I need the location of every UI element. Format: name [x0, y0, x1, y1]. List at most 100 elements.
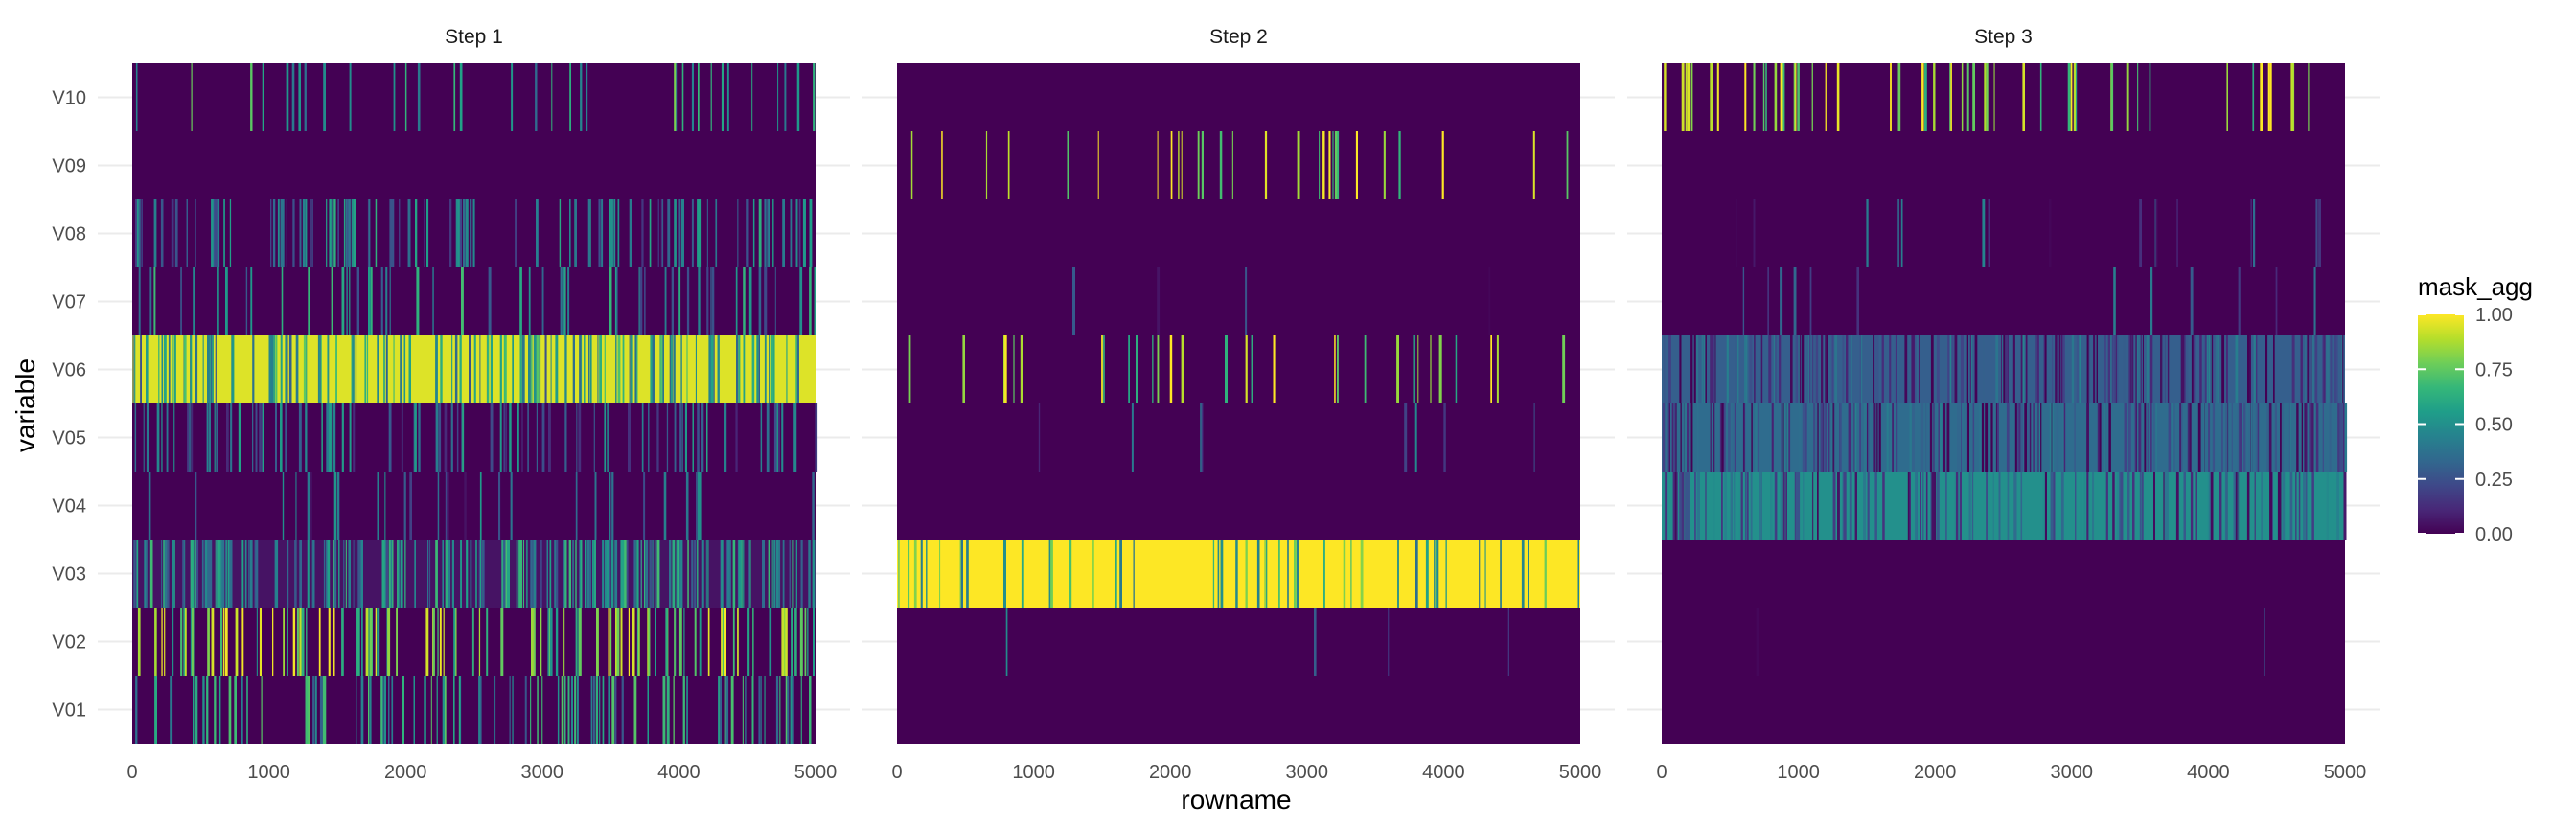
heatmap-cell: [193, 676, 195, 744]
heatmap-cell: [1225, 335, 1228, 403]
heatmap-cell: [375, 199, 378, 267]
heatmap-cell: [1894, 335, 1896, 403]
heatmap-cell: [1668, 403, 1670, 472]
heatmap-cell: [717, 335, 720, 403]
heatmap-cell: [348, 540, 351, 608]
heatmap-cell: [985, 131, 988, 199]
heatmap-cell: [1947, 335, 1950, 403]
heatmap-cell: [173, 403, 175, 472]
heatmap-cell: [1960, 335, 1964, 403]
y-tick-label: V06: [52, 360, 86, 381]
heatmap-cell: [195, 472, 197, 540]
heatmap-cell: [218, 676, 221, 744]
heatmap-cell: [1967, 403, 1969, 472]
heatmap-cell: [564, 335, 567, 403]
heatmap-tile: [897, 403, 1580, 472]
heatmap-cell: [503, 403, 506, 472]
heatmap-cell: [1998, 472, 2001, 540]
heatmap-cell: [636, 540, 639, 608]
heatmap-cell: [1920, 403, 1924, 472]
heatmap-cell: [235, 608, 239, 676]
heatmap-cell: [196, 676, 198, 744]
heatmap-cell: [183, 608, 186, 676]
heatmap-cell: [383, 335, 385, 403]
heatmap-cell: [294, 540, 297, 608]
heatmap-cell: [250, 267, 253, 335]
heatmap-cell: [349, 403, 352, 472]
heatmap-cell: [426, 199, 429, 267]
heatmap-cell: [481, 540, 483, 608]
heatmap-cell: [2058, 335, 2061, 403]
heatmap-cell: [400, 540, 403, 608]
heatmap-cell: [770, 335, 774, 403]
heatmap-cell: [511, 63, 514, 131]
heatmap-cell: [615, 608, 618, 676]
heatmap-cell: [321, 403, 323, 472]
heatmap-cell: [519, 267, 522, 335]
heatmap-cell: [2076, 335, 2080, 403]
heatmap-cell: [615, 335, 617, 403]
heatmap-cell: [1886, 403, 1889, 472]
heatmap-cell: [1337, 335, 1339, 403]
heatmap-cell: [779, 676, 781, 744]
heatmap-cell: [1743, 403, 1745, 472]
heatmap-cell: [1744, 472, 1747, 540]
heatmap-cell: [629, 199, 632, 267]
heatmap-cell: [403, 472, 406, 540]
heatmap-cell: [1846, 335, 1849, 403]
heatmap-cell: [1484, 540, 1486, 608]
heatmap-cell: [764, 267, 767, 335]
heatmap-cell: [675, 608, 677, 676]
heatmap-cell: [732, 608, 735, 676]
heatmap-cell: [648, 403, 650, 472]
heatmap-cell: [1950, 63, 1952, 131]
heatmap-cell: [1910, 403, 1912, 472]
heatmap-cell: [478, 540, 480, 608]
heatmap-cell: [609, 540, 611, 608]
heatmap-cell: [1697, 472, 1700, 540]
heatmap-cell: [1672, 472, 1675, 540]
heatmap-cell: [401, 403, 403, 472]
heatmap-cell: [172, 335, 173, 403]
heatmap-cell: [1798, 472, 1801, 540]
heatmap-cell: [407, 199, 409, 267]
heatmap-cell: [291, 63, 295, 131]
heatmap-cell: [2209, 472, 2213, 540]
heatmap-cell: [195, 335, 198, 403]
heatmap-cell: [2315, 199, 2318, 267]
heatmap-cell: [2139, 472, 2142, 540]
heatmap-cell: [190, 335, 193, 403]
heatmap-cell: [333, 403, 336, 472]
heatmap-cell: [772, 199, 774, 267]
heatmap-cell: [390, 540, 393, 608]
heatmap-cell: [802, 199, 806, 267]
heatmap-cell: [1430, 335, 1432, 403]
heatmap-cell: [635, 335, 638, 403]
heatmap-cell: [536, 335, 540, 403]
heatmap-cell: [391, 540, 394, 608]
heatmap-cell: [2135, 335, 2137, 403]
heatmap-cell: [2267, 63, 2270, 131]
heatmap-cell: [530, 676, 532, 744]
heatmap-cell: [1780, 472, 1782, 540]
heatmap-cell: [758, 267, 762, 335]
heatmap-cell: [1251, 335, 1253, 403]
heatmap-cell: [1802, 403, 1805, 472]
heatmap-cell: [1804, 335, 1806, 403]
heatmap-cell: [217, 540, 219, 608]
heatmap-cell: [1434, 540, 1436, 608]
x-tick-label: 0: [891, 762, 902, 783]
heatmap-cell: [287, 608, 288, 676]
heatmap-cell: [1704, 335, 1707, 403]
heatmap-cell: [908, 335, 911, 403]
heatmap-cell: [2295, 472, 2297, 540]
heatmap-cell: [1721, 403, 1725, 472]
heatmap-cell: [1986, 63, 1989, 131]
heatmap-cell: [2314, 335, 2318, 403]
heatmap-cell: [650, 335, 654, 403]
x-tick-label: 1000: [1777, 762, 1820, 783]
heatmap-cell: [683, 608, 685, 676]
heatmap-cell: [261, 676, 263, 744]
heatmap-cell: [275, 335, 278, 403]
